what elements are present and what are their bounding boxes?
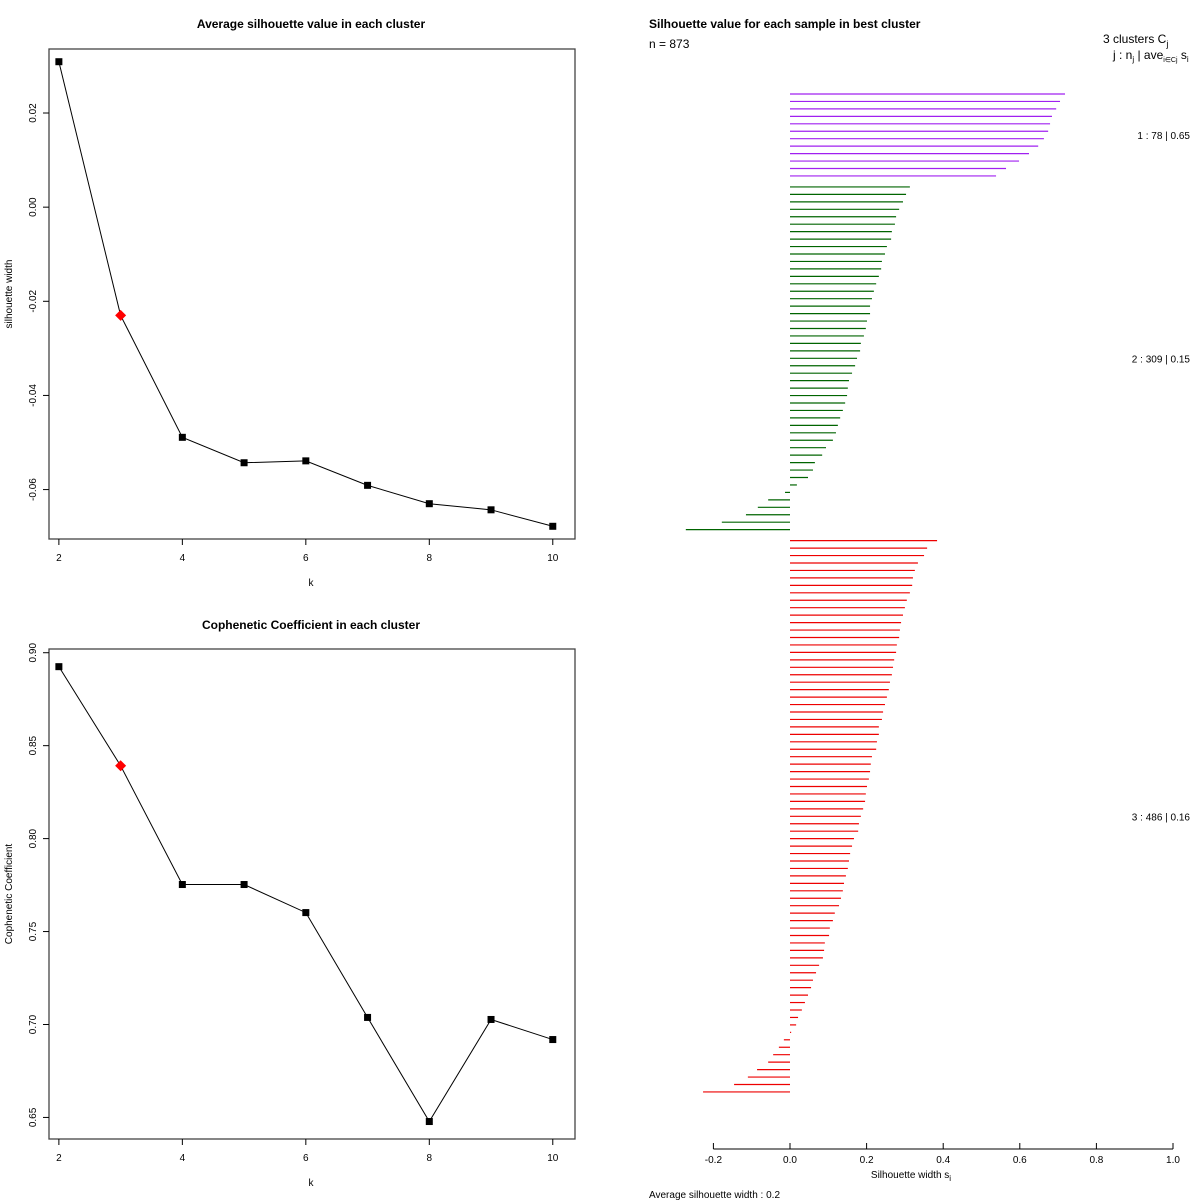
sample-count: n = 873 xyxy=(649,37,690,51)
x-tick-label: 2 xyxy=(56,553,62,564)
y-tick-label: 0.02 xyxy=(28,103,39,123)
x-tick-label: 10 xyxy=(547,553,559,564)
x-tick-label: 8 xyxy=(427,553,433,564)
x-tick-label: 0.4 xyxy=(936,1155,950,1166)
highlight-point xyxy=(115,309,127,321)
y-tick-label: -0.02 xyxy=(28,289,39,312)
cophenetic-chart: Cophenetic Coefficient in each cluster k… xyxy=(4,618,576,1189)
series-line xyxy=(58,61,553,527)
y-tick-label: 0.70 xyxy=(28,1014,39,1034)
x-tick-label: -0.2 xyxy=(705,1155,723,1166)
x-axis-label: k xyxy=(309,1178,315,1189)
x-tick-label: 4 xyxy=(180,553,186,564)
data-point xyxy=(364,1013,372,1021)
x-tick-label: 2 xyxy=(56,1153,62,1164)
data-point xyxy=(364,481,372,489)
silhouette-bar-chart: Silhouette value for each sample in best… xyxy=(649,17,1190,1200)
x-tick-label: 0.0 xyxy=(783,1155,797,1166)
y-tick-label: 0.65 xyxy=(28,1107,39,1127)
data-point xyxy=(549,1036,557,1044)
x-tick-label: 8 xyxy=(427,1153,433,1164)
y-tick-label: -0.06 xyxy=(28,478,39,501)
data-point xyxy=(487,506,495,514)
data-point xyxy=(487,1015,495,1023)
data-point xyxy=(178,881,186,889)
data-point xyxy=(55,663,63,671)
average-silhouette-footer: Average silhouette width : 0.2 xyxy=(649,1190,780,1200)
cluster-label: 1 : 78 | 0.65 xyxy=(1137,131,1190,142)
cluster-label: 3 : 486 | 0.16 xyxy=(1132,812,1191,823)
data-point xyxy=(425,1118,433,1126)
avg-silhouette-chart: Average silhouette value in each cluster… xyxy=(4,17,576,589)
y-axis-label: Cophenetic Coefficient xyxy=(4,844,15,945)
y-tick-label: 0.80 xyxy=(28,828,39,848)
x-axis-label: k xyxy=(309,578,315,589)
x-tick-label: 4 xyxy=(180,1153,186,1164)
data-point xyxy=(425,500,433,508)
data-point xyxy=(240,881,248,889)
y-tick-label: 0.90 xyxy=(28,643,39,663)
plot-frame xyxy=(48,48,576,540)
series-line xyxy=(58,666,553,1123)
cluster-label: 2 : 309 | 0.15 xyxy=(1132,354,1191,365)
plot-frame xyxy=(48,648,576,1140)
x-tick-label: 1.0 xyxy=(1166,1155,1180,1166)
x-tick-label: 0.6 xyxy=(1013,1155,1027,1166)
x-axis-label: Silhouette width si xyxy=(871,1170,951,1183)
chart-title: Silhouette value for each sample in best… xyxy=(649,17,921,31)
y-tick-label: 0.85 xyxy=(28,735,39,755)
x-tick-label: 6 xyxy=(303,553,309,564)
chart-title: Cophenetic Coefficient in each cluster xyxy=(202,618,420,632)
legend-header-line2: j : nj | avei∈Cj si xyxy=(1112,48,1189,64)
data-point xyxy=(302,457,310,465)
y-tick-label: -0.04 xyxy=(28,384,39,407)
chart-title: Average silhouette value in each cluster xyxy=(197,17,426,31)
y-tick-label: 0.75 xyxy=(28,921,39,941)
y-tick-label: 0.00 xyxy=(28,197,39,217)
data-point xyxy=(178,433,186,441)
highlight-point xyxy=(115,760,127,772)
y-axis-label: silhouette width xyxy=(4,260,15,329)
data-point xyxy=(302,909,310,917)
data-point xyxy=(240,459,248,467)
x-tick-label: 0.2 xyxy=(860,1155,874,1166)
data-point xyxy=(55,58,63,66)
x-tick-label: 0.8 xyxy=(1089,1155,1103,1166)
x-tick-label: 10 xyxy=(547,1153,559,1164)
legend-header-line1: 3 clusters Cj xyxy=(1103,32,1168,49)
x-tick-label: 6 xyxy=(303,1153,309,1164)
data-point xyxy=(549,522,557,530)
